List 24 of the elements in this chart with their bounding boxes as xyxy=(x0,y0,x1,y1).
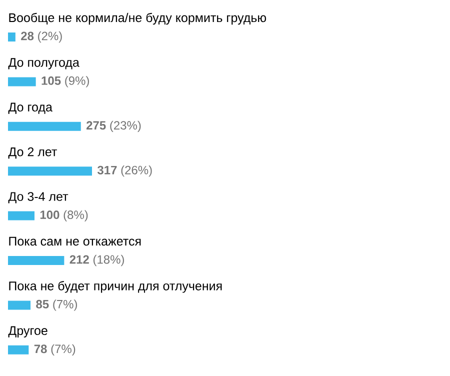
y-tick-label: Другое xyxy=(8,326,48,338)
y-tick-label: Вообще не кормила/не буду кормить грудью xyxy=(9,12,266,25)
y-tick-label: До полугода xyxy=(8,58,80,70)
bar xyxy=(8,211,34,220)
data-label: 85 (7%) xyxy=(36,300,77,311)
y-tick-label: Пока сам не откажется xyxy=(9,236,141,246)
y-tick-label: До 3-4 лет xyxy=(8,192,68,204)
y-tick-label: До 2 лет xyxy=(8,147,57,159)
data-label: 105 (9%) xyxy=(42,76,89,88)
bar xyxy=(8,166,92,176)
data-label: 78 (7%) xyxy=(34,344,76,356)
data-label: 212 (18%) xyxy=(70,254,124,266)
y-tick-label: До года xyxy=(8,102,52,114)
bar xyxy=(8,345,29,354)
data-label: 275 (23%) xyxy=(86,120,141,132)
data-label: 317 (26%) xyxy=(97,166,152,177)
data-label: 28 (2%) xyxy=(21,31,62,43)
bar xyxy=(8,32,16,42)
bar xyxy=(8,122,81,131)
bar xyxy=(8,77,36,86)
bar xyxy=(8,300,31,310)
y-tick-label: Пока не будет причин для отлучения xyxy=(9,281,222,293)
bar xyxy=(8,256,64,266)
data-label: 100 (8%) xyxy=(40,210,88,222)
